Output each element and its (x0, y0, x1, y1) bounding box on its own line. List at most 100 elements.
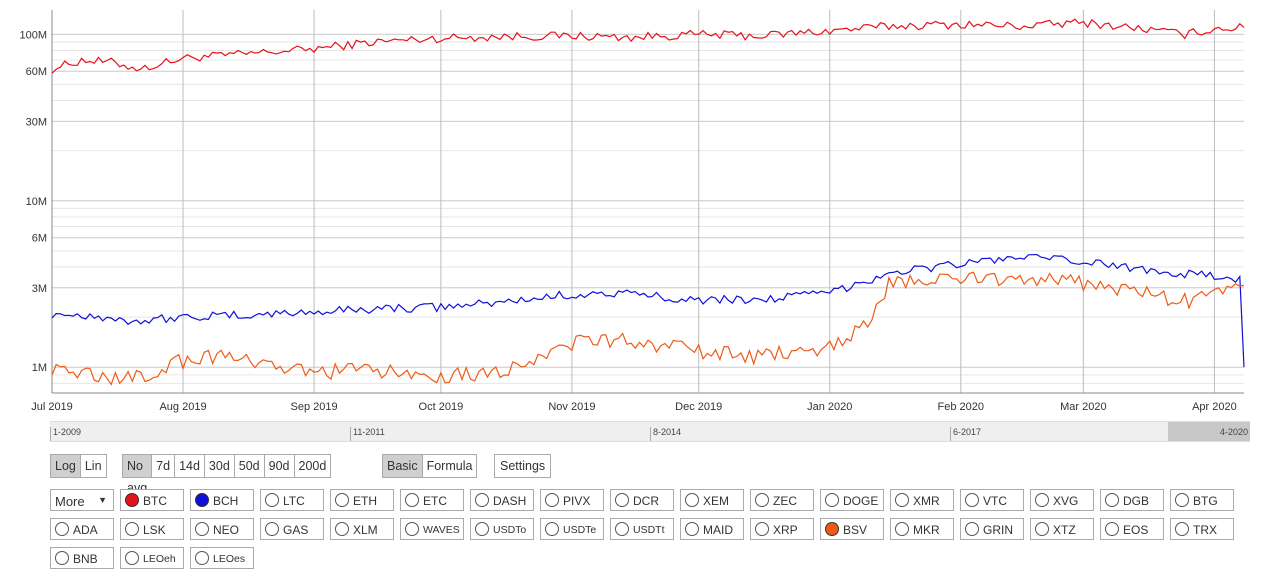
coin-toggle-xrp[interactable]: XRP (750, 518, 814, 540)
radio-empty-icon (965, 493, 979, 507)
coin-label: TRX (1193, 523, 1217, 537)
radio-selected-icon (125, 493, 139, 507)
avg-14d-button[interactable]: 14d (175, 455, 205, 477)
coin-label: ETH (353, 494, 377, 508)
scale-lin-button[interactable]: Lin (80, 455, 106, 477)
avg-30d-button[interactable]: 30d (204, 455, 235, 477)
coin-label: BTG (1193, 494, 1218, 508)
coin-toggle-xvg[interactable]: XVG (1030, 489, 1094, 511)
coin-toggle-grin[interactable]: GRIN (960, 518, 1024, 540)
coin-toggle-gas[interactable]: GAS (260, 518, 324, 540)
radio-empty-icon (685, 522, 699, 536)
coin-label: GAS (283, 523, 309, 537)
radio-empty-icon (1105, 522, 1119, 536)
coin-label: ETC (423, 494, 447, 508)
coin-toggle-dgb[interactable]: DGB (1100, 489, 1164, 511)
coin-toggle-bsv[interactable]: BSV (820, 518, 884, 540)
coin-toggle-dash[interactable]: DASH (470, 489, 534, 511)
more-dropdown-label: More (55, 494, 85, 509)
x-tick-label: Apr 2020 (1192, 401, 1237, 413)
coin-toggle-bch[interactable]: BCH (190, 489, 254, 511)
coin-label: BSV (843, 523, 868, 537)
coin-toggle-lsk[interactable]: LSK (120, 518, 184, 540)
avg-90d-button[interactable]: 90d (264, 455, 295, 477)
avg-50d-button[interactable]: 50d (234, 455, 265, 477)
coin-toggle-btc[interactable]: BTC (120, 489, 184, 511)
coin-toggle-leoes[interactable]: LEOes (190, 547, 254, 569)
scale-log-button[interactable]: Log (51, 455, 81, 477)
x-tick-label: Sep 2019 (291, 401, 338, 413)
coin-toggle-trx[interactable]: TRX (1170, 518, 1234, 540)
mode-basic-button[interactable]: Basic (383, 455, 423, 477)
chart-area: 100M 60M 30M 10M 6M 3M 1M Jul 2019 Aug 2019 Sep 2… (19, 10, 1245, 413)
coin-label: BNB (73, 552, 98, 566)
radio-empty-icon (405, 493, 419, 507)
coin-label: DASH (493, 494, 527, 508)
radio-empty-icon (55, 522, 69, 536)
coin-toggle-waves[interactable]: WAVES (400, 518, 464, 540)
coin-label: NEO (213, 523, 240, 537)
radio-empty-icon (265, 522, 279, 536)
scale-toggle-group: Log Lin (50, 454, 107, 478)
x-tick-label: Nov 2019 (548, 401, 595, 413)
coin-label: ZEC (773, 494, 797, 508)
radio-empty-icon (475, 493, 489, 507)
y-tick-label: 1M (32, 362, 47, 374)
coin-label: XMR (913, 494, 940, 508)
coin-toggle-vtc[interactable]: VTC (960, 489, 1024, 511)
radio-empty-icon (685, 493, 699, 507)
y-tick-label: 100M (19, 29, 47, 41)
coin-toggle-neo[interactable]: NEO (190, 518, 254, 540)
coin-toggle-xmr[interactable]: XMR (890, 489, 954, 511)
coin-toggle-etc[interactable]: ETC (400, 489, 464, 511)
radio-empty-icon (125, 551, 139, 565)
navigator-year-label: 11-2011 (350, 427, 385, 441)
radio-empty-icon (545, 522, 559, 536)
settings-button[interactable]: Settings (494, 454, 552, 478)
coin-toggle-usdtt[interactable]: USDTt (610, 518, 674, 540)
y-tick-label: 30M (26, 116, 47, 128)
coin-toggle-eth[interactable]: ETH (330, 489, 394, 511)
radio-empty-icon (335, 493, 349, 507)
coin-label: GRIN (983, 523, 1013, 537)
radio-empty-icon (755, 522, 769, 536)
coin-label: XRP (773, 523, 798, 537)
radio-empty-icon (195, 522, 209, 536)
coin-toggle-xtz[interactable]: XTZ (1030, 518, 1094, 540)
radio-empty-icon (55, 551, 69, 565)
coin-toggle-dcr[interactable]: DCR (610, 489, 674, 511)
mode-formula-button[interactable]: Formula (422, 455, 477, 477)
radio-empty-icon (755, 493, 769, 507)
x-tick-label: Jul 2019 (31, 401, 73, 413)
coin-label: LEOeh (143, 553, 176, 565)
radio-empty-icon (405, 522, 419, 536)
coin-toggle-btg[interactable]: BTG (1170, 489, 1234, 511)
coin-label: XVG (1053, 494, 1079, 508)
coin-toggle-leoeh[interactable]: LEOeh (120, 547, 184, 569)
avg-no-avg-button[interactable]: No avg (123, 455, 153, 495)
avg-7d-button[interactable]: 7d (152, 455, 176, 477)
coin-toggle-xem[interactable]: XEM (680, 489, 744, 511)
avg-200d-button[interactable]: 200d (294, 455, 331, 477)
range-navigator[interactable]: 1-2009 11-2011 8-2014 6-2017 4-2020 (50, 421, 1250, 442)
radio-empty-icon (1105, 493, 1119, 507)
coin-toggle-bnb[interactable]: BNB (50, 547, 114, 569)
coin-label: VTC (983, 494, 1007, 508)
coin-toggle-pivx[interactable]: PIVX (540, 489, 604, 511)
coin-toggle-maid[interactable]: MAID (680, 518, 744, 540)
coin-toggle-mkr[interactable]: MKR (890, 518, 954, 540)
navigator-selected-window[interactable] (1168, 422, 1250, 441)
more-dropdown[interactable]: More ▼ (50, 489, 114, 511)
coin-toggle-eos[interactable]: EOS (1100, 518, 1164, 540)
coin-toggle-usdte[interactable]: USDTe (540, 518, 604, 540)
coin-toggle-zec[interactable]: ZEC (750, 489, 814, 511)
coin-toggle-xlm[interactable]: XLM (330, 518, 394, 540)
mode-toggle-group: Basic Formula (382, 454, 478, 478)
x-tick-label: Mar 2020 (1060, 401, 1106, 413)
coin-toggle-usdto[interactable]: USDTo (470, 518, 534, 540)
x-tick-label: Feb 2020 (938, 401, 984, 413)
coin-toggle-ltc[interactable]: LTC (260, 489, 324, 511)
coin-toggle-ada[interactable]: ADA (50, 518, 114, 540)
coin-label: DGB (1123, 494, 1150, 508)
coin-toggle-doge[interactable]: DOGE (820, 489, 884, 511)
